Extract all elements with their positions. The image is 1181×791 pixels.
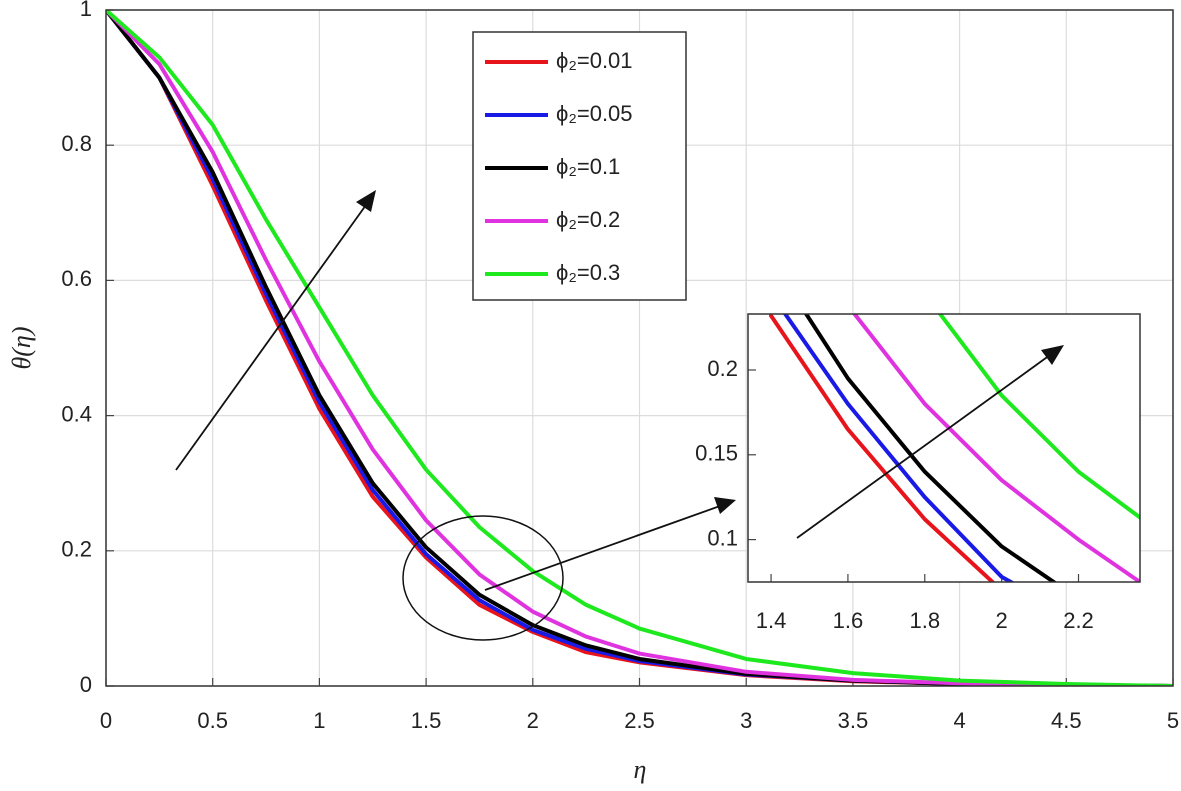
legend-label: ϕ₂=0.3 — [556, 260, 620, 285]
curve — [803, 314, 1058, 582]
legend-label: ϕ₂=0.1 — [556, 154, 620, 179]
curve — [782, 314, 1016, 582]
inset-plot: 1.4 1.6 1.8 2 2.2 0.1 0.15 0.2 — [695, 313, 1141, 633]
trend-arrow — [796, 354, 1051, 539]
y-tick-label: 0.6 — [61, 266, 92, 291]
curve — [852, 314, 1140, 582]
y-tick-label: 0.4 — [61, 401, 92, 426]
arrow-head — [356, 190, 376, 212]
y-tick-label: 0.2 — [707, 356, 738, 381]
curve — [937, 314, 1140, 520]
x-axis-label: η — [634, 755, 647, 784]
axes-box — [747, 313, 1141, 583]
inset-annotations — [796, 345, 1064, 539]
legend-label: ϕ₂=0.01 — [556, 48, 633, 73]
x-tick-label: 1.5 — [411, 708, 442, 733]
x-tick-label: 1.4 — [756, 608, 787, 633]
x-tick-label: 2 — [996, 608, 1008, 633]
x-tick-label: 4 — [953, 708, 965, 733]
legend-label: ϕ₂=0.05 — [556, 101, 633, 126]
curve — [106, 10, 1173, 686]
x-tick-label: 4.5 — [1051, 708, 1082, 733]
arrow-head — [714, 497, 736, 514]
annotations — [175, 190, 736, 641]
legend-label: ϕ₂=0.2 — [556, 207, 620, 232]
x-tick-label: 3.5 — [838, 708, 869, 733]
x-tick-label: 2 — [527, 708, 539, 733]
x-tick-label: 2.5 — [624, 708, 655, 733]
legend: ϕ₂=0.01 ϕ₂=0.05 ϕ₂=0.1 ϕ₂=0.2 ϕ₂=0.3 — [472, 31, 687, 301]
x-tick-label: 0 — [100, 708, 112, 733]
zoom-arrow — [484, 505, 721, 591]
y-axis-label: θ(η) — [7, 327, 36, 370]
x-tick-label: 1.6 — [833, 608, 864, 633]
x-tick-label: 0.5 — [197, 708, 228, 733]
axes-box — [105, 9, 1174, 687]
x-tick-label: 1 — [313, 708, 325, 733]
y-tick-label: 0 — [80, 672, 92, 697]
arrow-head — [1041, 345, 1064, 365]
x-tick-label: 5 — [1167, 708, 1179, 733]
x-tick-label: 3 — [740, 708, 752, 733]
trend-arrow — [175, 204, 367, 471]
curve — [769, 314, 996, 582]
y-tick-label: 0.15 — [695, 441, 738, 466]
curve — [106, 10, 1173, 686]
x-tick-label: 1.8 — [909, 608, 940, 633]
y-tick-label: 1 — [80, 0, 92, 21]
y-tick-label: 0.2 — [61, 537, 92, 562]
zoom-ellipse — [402, 515, 564, 641]
y-tick-label: 0.8 — [61, 131, 92, 156]
x-tick-label: 2.2 — [1063, 608, 1094, 633]
y-tick-label: 0.1 — [707, 525, 738, 550]
